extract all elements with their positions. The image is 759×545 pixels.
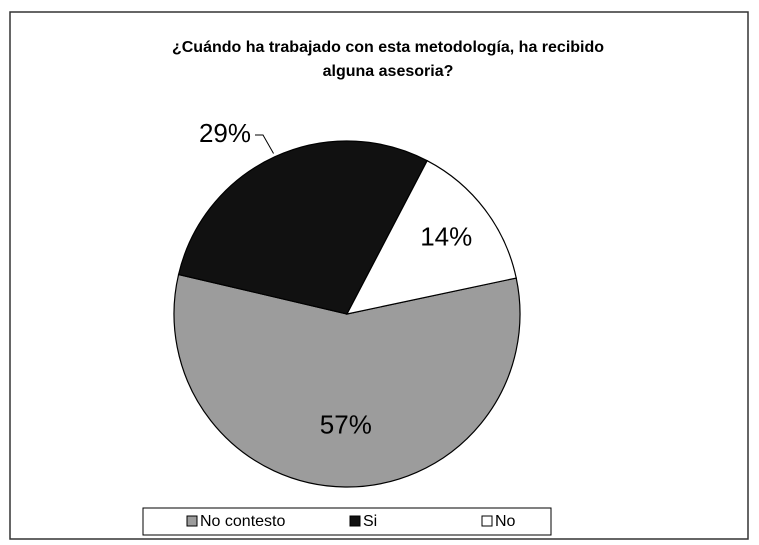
legend-swatch (481, 515, 493, 527)
legend-label: No contesto (200, 513, 285, 530)
legend-label: Si (363, 513, 377, 530)
chart-title: alguna asesoria? (323, 63, 454, 80)
data-label: 57% (320, 409, 372, 439)
leader-line (255, 134, 274, 154)
legend-swatch (349, 515, 361, 527)
pie-slice (177, 140, 428, 315)
data-label: 14% (420, 222, 472, 252)
data-label: 29% (199, 118, 251, 148)
legend-label: No (495, 513, 516, 530)
chart-title: ¿Cuándo ha trabajado con esta metodologí… (172, 39, 604, 56)
pie-slice (345, 159, 517, 315)
pie-slice (173, 273, 521, 488)
legend-swatch (186, 515, 198, 527)
